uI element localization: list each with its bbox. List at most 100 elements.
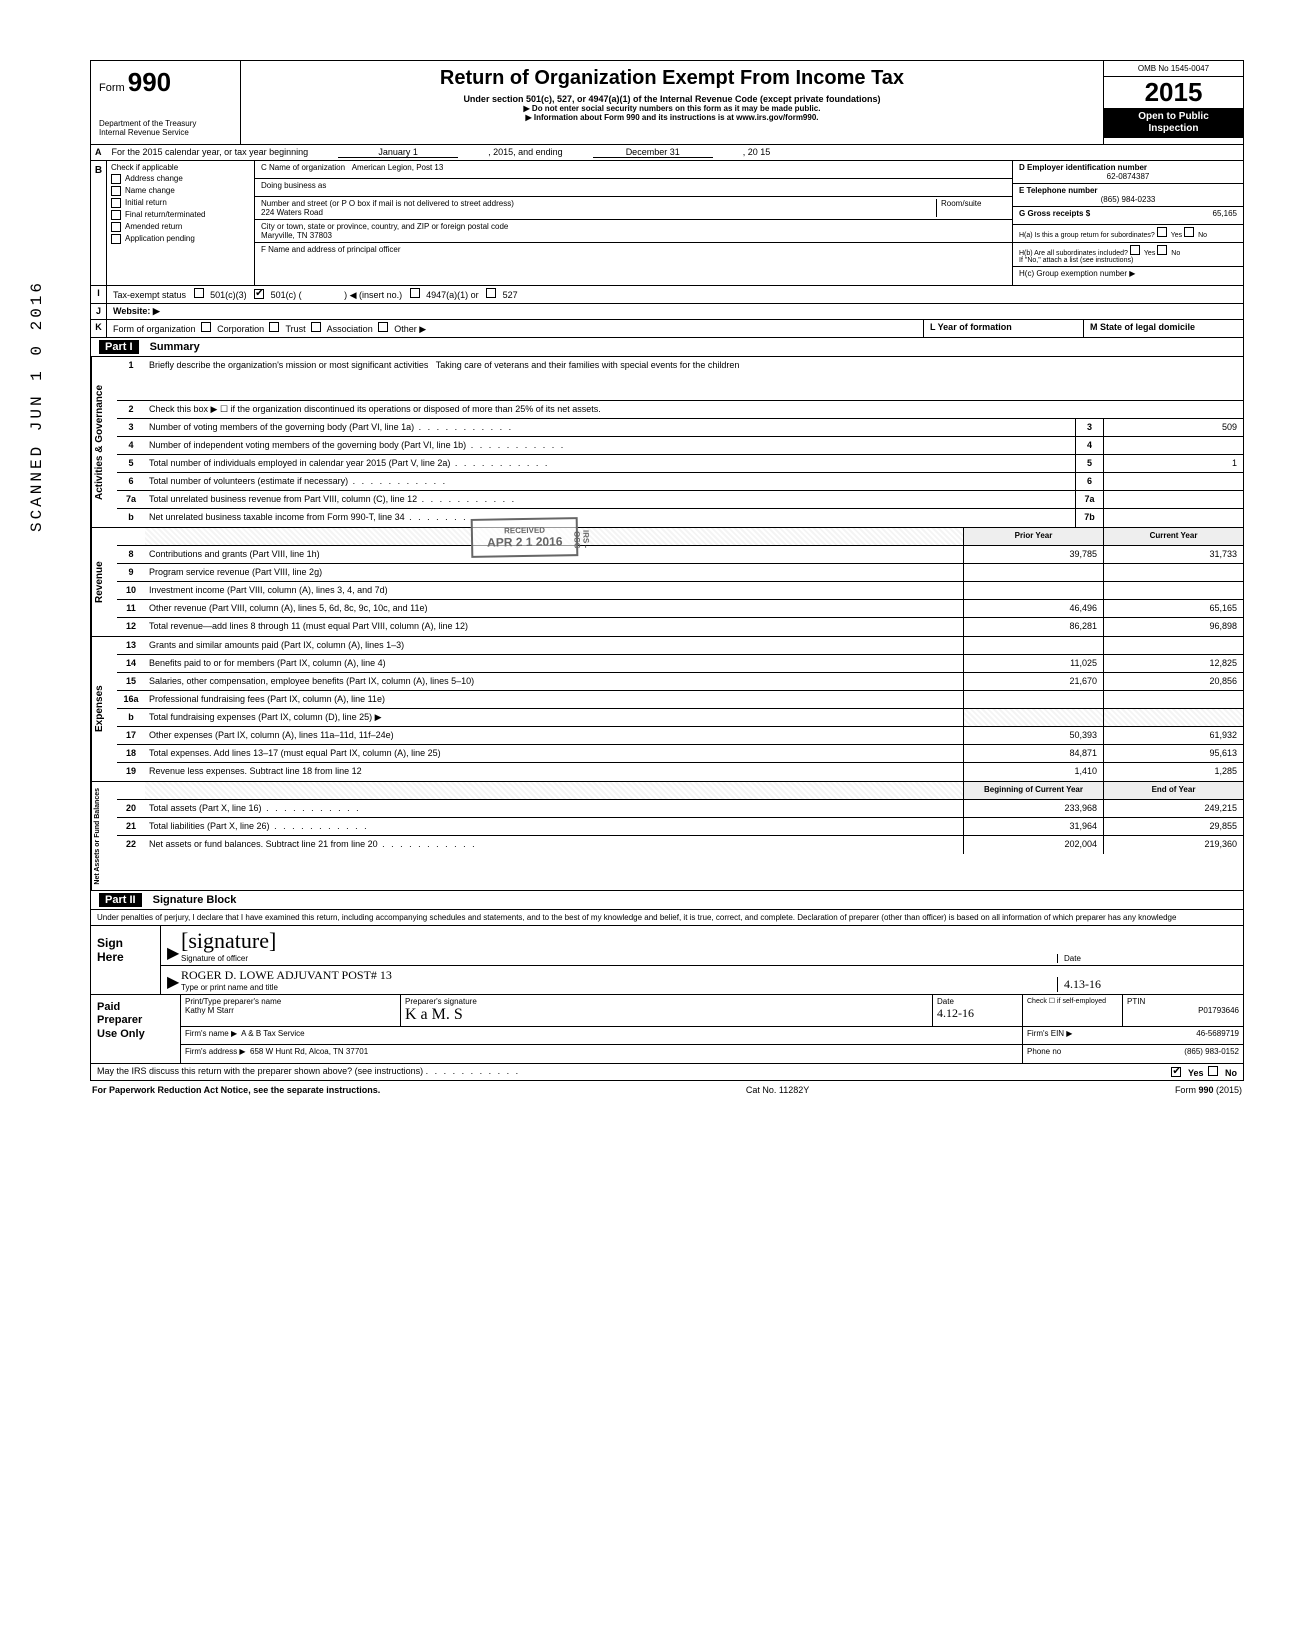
chk-trust[interactable] <box>269 322 279 332</box>
line-a-text: For the 2015 calendar year, or tax year … <box>112 147 309 157</box>
hb-subordinates: H(b) Are all subordinates included? Yes … <box>1013 243 1243 267</box>
p-ptin-value: P01793646 <box>1127 1006 1239 1015</box>
paid-preparer-label: Paid Preparer Use Only <box>91 995 181 1063</box>
preparer-row-2: Firm's name ▶ A & B Tax Service Firm's E… <box>181 1027 1243 1045</box>
sig-date-value-cell: 4.13-16 <box>1057 977 1237 992</box>
current-year-hdr: Current Year <box>1103 528 1243 545</box>
table-row: 8Contributions and grants (Part VIII, li… <box>117 546 1243 564</box>
firm-name-label: Firm's name ▶ <box>185 1029 237 1038</box>
d-ein: D Employer identification number 62-0874… <box>1013 161 1243 184</box>
sign-here-block: Sign Here ▶ [signature] Signature of off… <box>91 926 1243 995</box>
ha-no-chk[interactable] <box>1184 227 1194 237</box>
col-d-right: D Employer identification number 62-0874… <box>1013 161 1243 285</box>
hb-no-chk[interactable] <box>1157 245 1167 255</box>
line-j: J Website: ▶ <box>91 304 1243 320</box>
line-k-content: Form of organization Corporation Trust A… <box>107 320 923 337</box>
sig-date-value: 4.13-16 <box>1064 977 1237 992</box>
chk-address-change[interactable]: Address change <box>111 174 250 184</box>
part1-title: Summary <box>150 341 200 353</box>
officer-name: ROGER D. LOWE ADJUVANT POST# 13 <box>181 968 1057 983</box>
d-ein-value: 62-0874387 <box>1019 172 1237 181</box>
section-expenses: Expenses 13Grants and similar amounts pa… <box>91 637 1243 782</box>
hb-yes: Yes <box>1144 250 1155 257</box>
table-row: 15Salaries, other compensation, employee… <box>117 673 1243 691</box>
line-a-begin: January 1 <box>338 147 458 158</box>
chk-501c3[interactable] <box>194 288 204 298</box>
line-a-endm: December 31 <box>593 147 713 158</box>
chk-label: Name change <box>125 186 175 195</box>
form-title: Return of Organization Exempt From Incom… <box>249 67 1095 90</box>
chk-4947[interactable] <box>410 288 420 298</box>
firm-addr-value: 658 W Hunt Rd, Alcoa, TN 37701 <box>250 1047 368 1056</box>
firm-name-value: A & B Tax Service <box>241 1029 304 1038</box>
form-sub3: ▶ Information about Form 990 and its ins… <box>249 113 1095 122</box>
chk-initial-return[interactable]: Initial return <box>111 198 250 208</box>
chk-corp[interactable] <box>201 322 211 332</box>
table-row: 20Total assets (Part X, line 16)233,9682… <box>117 800 1243 818</box>
table-row: 21Total liabilities (Part X, line 26)31,… <box>117 818 1243 836</box>
form-container: Form 990 Department of the Treasury Inte… <box>90 60 1244 1081</box>
header-left: Form 990 Department of the Treasury Inte… <box>91 61 241 144</box>
opt-501c: 501(c) ( <box>271 290 302 300</box>
line-l-label: L Year of formation <box>930 322 1012 332</box>
col-c-name: C Name of organization American Legion, … <box>255 161 1013 285</box>
col-b-checks: Check if applicable Address change Name … <box>107 161 255 285</box>
line-j-label: J <box>91 304 107 319</box>
table-row: 22Net assets or fund balances. Subtract … <box>117 836 1243 854</box>
hb-yes-chk[interactable] <box>1130 245 1140 255</box>
p-name-label: Print/Type preparer's name <box>185 997 396 1006</box>
p-date-label: Date <box>937 997 1018 1006</box>
sign-here-label: Sign Here <box>91 926 161 994</box>
chk-other[interactable] <box>378 322 388 332</box>
chk-application-pending[interactable]: Application pending <box>111 234 250 244</box>
chk-amended-return[interactable]: Amended return <box>111 222 250 232</box>
opt-501c-b: ) ◀ (insert no.) <box>344 290 402 300</box>
na-end-hdr: End of Year <box>1103 782 1243 799</box>
open2: Inspection <box>1107 123 1240 135</box>
d-ein-label: D Employer identification number <box>1019 163 1237 172</box>
vtab-ag: Activities & Governance <box>91 357 117 527</box>
chk-501c[interactable] <box>254 289 264 299</box>
p-self-employed: Check ☐ if self-employed <box>1023 995 1123 1026</box>
discuss-yes-chk[interactable] <box>1171 1067 1181 1077</box>
vtab-expenses: Expenses <box>91 637 117 781</box>
discuss-no-chk[interactable] <box>1208 1066 1218 1076</box>
ha-yes-chk[interactable] <box>1157 227 1167 237</box>
part2-num: Part II <box>99 893 142 907</box>
phone-label: Phone no <box>1027 1047 1061 1056</box>
dept2: Internal Revenue Service <box>99 129 232 138</box>
paid-preparer-fields: Print/Type preparer's name Kathy M Starr… <box>181 995 1243 1063</box>
block-b-through-h: B Check if applicable Address change Nam… <box>91 161 1243 286</box>
officer-signature: [signature] <box>181 928 1057 954</box>
prior-year-hdr: Prior Year <box>963 528 1103 545</box>
part-1-header: Part I Summary <box>91 338 1243 357</box>
chk-name-change[interactable]: Name change <box>111 186 250 196</box>
part1-num: Part I <box>99 340 139 354</box>
p-name-value: Kathy M Starr <box>185 1006 396 1015</box>
h-note: If "No," attach a list (see instructions… <box>1019 257 1237 264</box>
dba-row: Doing business as <box>255 179 1012 197</box>
hb-label: H(b) Are all subordinates included? <box>1019 250 1128 257</box>
chk-527[interactable] <box>486 288 496 298</box>
col-b-label: B <box>91 161 107 285</box>
chk-final-return[interactable]: Final return/terminated <box>111 210 250 220</box>
header-right: OMB No 1545-0047 2015 Open to Public Ins… <box>1103 61 1243 144</box>
opt-527: 527 <box>503 290 518 300</box>
c-name-value: American Legion, Post 13 <box>352 163 444 172</box>
preparer-row-3: Firm's address ▶ 658 W Hunt Rd, Alcoa, T… <box>181 1045 1243 1063</box>
may-discuss-label: May the IRS discuss this return with the… <box>97 1066 423 1076</box>
open-inspection: Open to Public Inspection <box>1104 108 1243 138</box>
footer-mid: Cat No. 11282Y <box>746 1085 809 1095</box>
firm-ein-label: Firm's EIN ▶ <box>1027 1029 1072 1038</box>
line-m-label: M State of legal domicile <box>1090 322 1195 332</box>
discuss-yes: Yes <box>1188 1068 1204 1078</box>
page-footer: For Paperwork Reduction Act Notice, see … <box>90 1081 1244 1099</box>
e-tel-value: (865) 984-0233 <box>1019 195 1237 204</box>
line-1: 1 Briefly describe the organization's mi… <box>117 357 1243 401</box>
chk-assoc[interactable] <box>311 322 321 332</box>
line-i-content: Tax-exempt status 501(c)(3) 501(c) ( ) ◀… <box>107 286 1243 303</box>
ag-body: 1 Briefly describe the organization's mi… <box>117 357 1243 527</box>
scanned-side-stamp: SCANNED JUN 1 0 2016 <box>28 280 46 532</box>
line1-value: Taking care of veterans and their famili… <box>436 360 740 370</box>
may-discuss-yn: Yes No <box>1165 1064 1243 1080</box>
